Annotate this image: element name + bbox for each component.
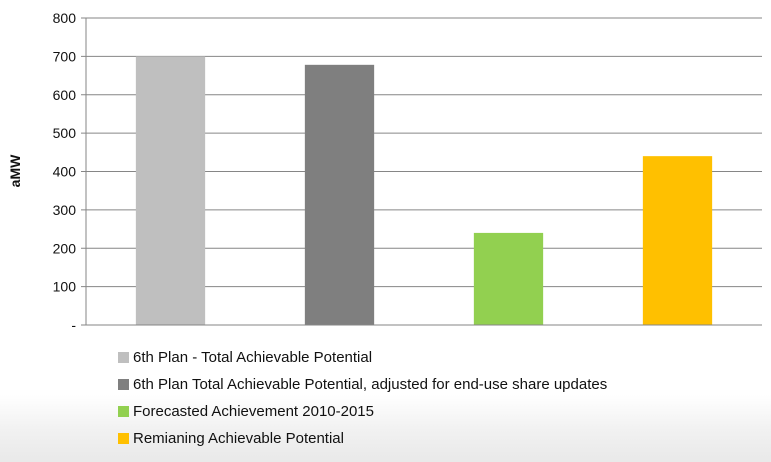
y-tick-label: 500: [53, 125, 77, 141]
bar-chart-svg: - 100 200 300 400 500 600 700 800 aMW: [7, 10, 762, 333]
legend-swatch: [118, 406, 129, 417]
y-tick-label: -: [71, 317, 76, 333]
legend-label: Remianing Achievable Potential: [133, 430, 344, 447]
y-tick-labels: - 100 200 300 400 500 600 700 800: [53, 10, 77, 333]
axes: [81, 17, 762, 326]
legend-swatch: [118, 433, 129, 444]
legend-item: 6th Plan Total Achievable Potential, adj…: [118, 371, 607, 398]
legend-label: 6th Plan - Total Achievable Potential: [133, 349, 373, 366]
legend-label: Forecasted Achievement 2010-2015: [133, 403, 374, 420]
legend-swatch: [118, 379, 129, 390]
y-tick-label: 100: [53, 279, 77, 295]
bar-4: [642, 156, 713, 325]
legend-item: Remianing Achievable Potential: [118, 425, 607, 452]
bar-2: [304, 64, 375, 325]
y-tick-label: 700: [53, 48, 77, 64]
bar-3: [473, 232, 544, 325]
y-tick-label: 600: [53, 87, 77, 103]
bar-1: [135, 56, 206, 325]
legend-item: 6th Plan - Total Achievable Potential: [118, 344, 607, 371]
legend-item: Forecasted Achievement 2010-2015: [118, 398, 607, 425]
y-tick-label: 200: [53, 240, 77, 256]
legend-swatch: [118, 352, 129, 363]
y-tick-label: 800: [53, 10, 77, 26]
legend-label: 6th Plan Total Achievable Potential, adj…: [133, 376, 608, 393]
bars: [135, 56, 713, 325]
legend: 6th Plan - Total Achievable Potential 6th…: [118, 344, 607, 452]
y-tick-label: 300: [53, 202, 77, 218]
y-axis-title: aMW: [7, 154, 23, 187]
y-tick-label: 400: [53, 164, 77, 180]
